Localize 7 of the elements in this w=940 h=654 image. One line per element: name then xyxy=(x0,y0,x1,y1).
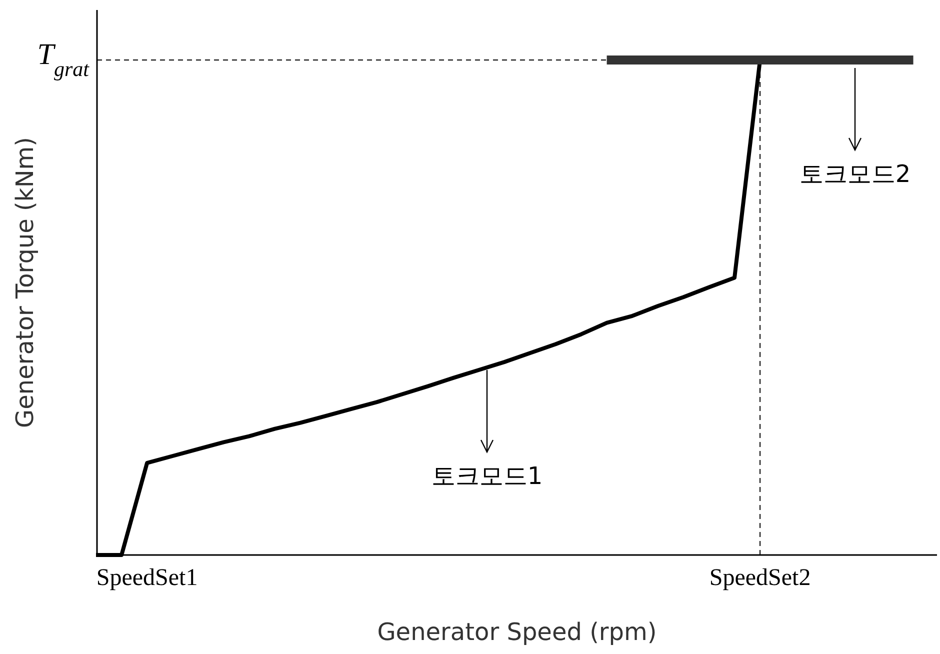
x-tick-label: SpeedSet1 xyxy=(96,565,198,591)
ref-line-label: T$_{grat}$ xyxy=(37,38,90,81)
x-tick-label: SpeedSet2 xyxy=(709,565,811,591)
x-axis-title: Generator Speed (rpm) xyxy=(377,618,657,646)
y-axis-title: Generator Torque (kNm) xyxy=(11,136,39,428)
annotation: 토크모드1 xyxy=(431,462,543,490)
annotation: 토크모드2 xyxy=(799,160,911,188)
